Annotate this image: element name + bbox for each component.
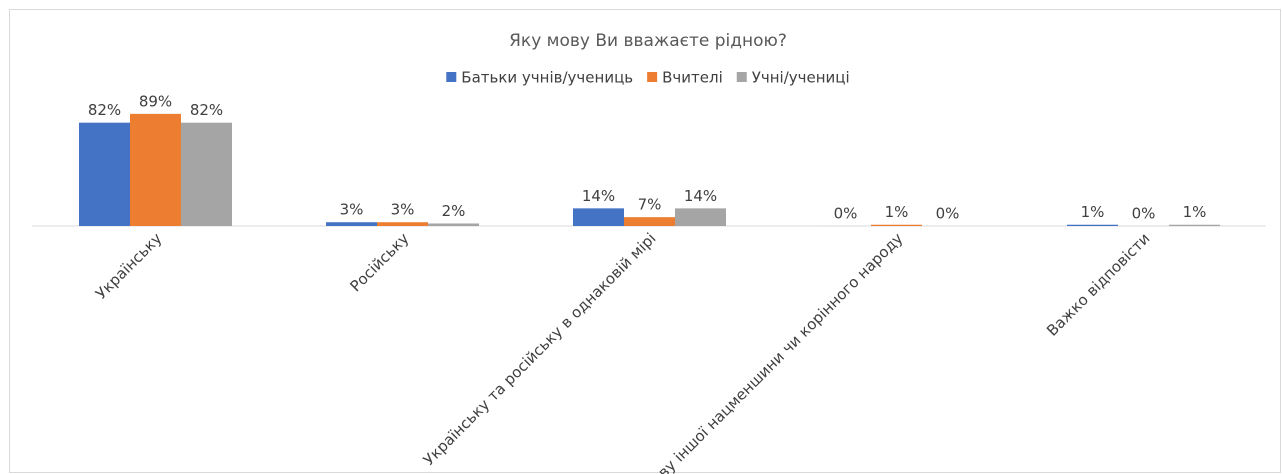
data-label: 14% — [684, 187, 717, 205]
data-label: 89% — [139, 92, 172, 110]
data-label: 1% — [885, 203, 909, 221]
chart-frame — [9, 9, 1281, 473]
legend-label: Учні/учениці — [752, 69, 850, 87]
bar — [871, 224, 922, 226]
data-label: 1% — [1183, 203, 1207, 221]
legend-label: Батьки учнів/учениць — [461, 69, 633, 87]
legend-swatch — [736, 72, 747, 82]
data-label: 2% — [442, 202, 466, 220]
bar — [130, 113, 181, 226]
legend-swatch — [446, 72, 457, 82]
bar — [79, 122, 130, 226]
legend-swatch — [647, 72, 658, 82]
data-label: 1% — [1081, 203, 1105, 221]
bar — [1067, 224, 1118, 226]
data-label: 0% — [834, 205, 858, 223]
bar — [428, 223, 479, 226]
data-label: 3% — [391, 201, 415, 219]
chart-title: Яку мову Ви вважаєте рідною? — [509, 31, 787, 51]
bar — [675, 208, 726, 226]
data-label: 82% — [190, 101, 223, 119]
bar — [377, 222, 428, 226]
bar — [181, 122, 232, 226]
data-label: 0% — [936, 205, 960, 223]
bar — [624, 217, 675, 226]
bar — [1169, 224, 1220, 226]
data-label: 82% — [88, 101, 121, 119]
bar — [573, 208, 624, 226]
data-label: 3% — [340, 201, 364, 219]
bar — [326, 222, 377, 226]
data-label: 14% — [582, 187, 615, 205]
data-label: 0% — [1132, 205, 1156, 223]
data-label: 7% — [638, 196, 662, 214]
legend-label: Вчителі — [662, 69, 723, 87]
